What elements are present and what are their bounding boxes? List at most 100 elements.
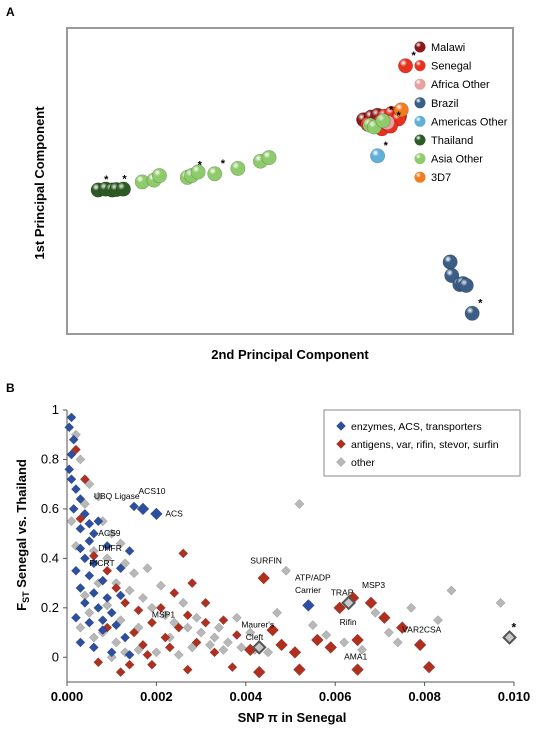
fst-point-other: [214, 622, 224, 633]
fst-point-enzymes: [70, 565, 81, 576]
fst-point-other: [182, 622, 193, 633]
pca-legend-marker: [414, 171, 426, 183]
fst-point-enzymes: [75, 494, 86, 504]
pca-point-brazil: [464, 305, 480, 321]
fst-point-antigens: [120, 597, 131, 608]
fst-point-enzymes: [97, 625, 108, 636]
fst-point-enzymes: [93, 602, 104, 613]
fst-point-other: [307, 620, 318, 631]
fst-point-antigens: [293, 663, 306, 676]
fst-point-antigens: [200, 597, 211, 608]
fst-point-other: [281, 565, 291, 576]
fst-annotation: Carrier: [295, 585, 321, 595]
pca-legend-label: Brazil: [431, 98, 459, 110]
fst-point-other: [79, 499, 90, 509]
fst-annotation: MSP1: [152, 610, 175, 620]
fst-point-other: [124, 585, 135, 596]
fst-point-enzymes: [106, 607, 117, 618]
fst-point-other: [191, 612, 202, 623]
fst-point-enzymes: [64, 422, 75, 433]
fst-point-enzymes: [70, 612, 81, 623]
fst-point-other: [88, 632, 99, 643]
fst-point-enzymes: [84, 518, 95, 529]
fst-annotation: ACS9: [98, 528, 120, 538]
fst-point-antigens: [146, 617, 157, 628]
fst-point-other: [138, 592, 148, 603]
fst-point-other: [66, 516, 77, 527]
fst-annotation: Rifin: [340, 617, 357, 627]
fst-y-axis-title-main: F: [14, 603, 29, 611]
fst-annotation: ATP/ADP: [295, 573, 331, 583]
fst-point-other: [111, 637, 122, 648]
fst-point-enzymes: [84, 536, 95, 547]
pca-legend-label: 3D7: [431, 172, 451, 184]
fst-point-other: [339, 637, 350, 648]
fst-point-other: [146, 602, 157, 613]
fst-point-antigens: [200, 617, 211, 628]
fst-point-antigens: [288, 645, 302, 659]
fst-point-other: [209, 632, 220, 643]
fst-point-enzymes: [75, 583, 86, 593]
fst-point-enzymes: [70, 484, 81, 495]
fst-point-antigens: [182, 664, 193, 675]
fst-point-enzymes: [102, 592, 113, 603]
pca-point-3d7: [393, 102, 409, 118]
pca-point-asia-other: [375, 113, 391, 129]
pca-points: * ** *** ***: [90, 50, 483, 321]
fst-point-antigens: [102, 565, 113, 576]
fst-point-other: [433, 615, 443, 626]
fst-point-antigens: [173, 622, 184, 633]
fst-point-antigens: [138, 639, 148, 650]
pca-legend-marker: [414, 41, 426, 53]
fst-point-antigens: [209, 647, 220, 658]
fst-point-antigens: [257, 571, 271, 585]
pca-legend-marker: [414, 97, 426, 109]
pca-point-asia-other: [230, 160, 246, 176]
pca-asterisk: *: [396, 110, 401, 122]
fst-point-enzymes: [129, 501, 140, 512]
fst-point-antigens: [182, 610, 193, 621]
fst-y-tick-label: 1: [52, 402, 59, 417]
fst-point-other: [357, 644, 367, 655]
fst-point-antigens: [75, 513, 86, 524]
fst-point-enzymes: [88, 558, 99, 569]
fst-point-other: [151, 647, 162, 658]
fst-annotation: PfCRT: [89, 558, 114, 568]
fst-point-enzymes: [150, 507, 163, 521]
pca-legend-marker: [414, 115, 426, 127]
pca-legend-label: Asia Other: [431, 154, 483, 166]
fst-legend-label: enzymes, ACS, transporters: [351, 421, 482, 433]
fst-point-enzymes: [88, 588, 99, 598]
fst-point-other: [102, 553, 113, 564]
fst-point-other: [446, 585, 457, 596]
pca-x-axis-title: 2nd Principal Component: [211, 347, 369, 362]
fst-point-other: [218, 644, 229, 655]
fst-point-antigens: [129, 627, 140, 638]
pca-point-asia-other: [207, 166, 223, 182]
panel-a-letter: A: [6, 5, 15, 19]
fst-annotation: UBQ Ligase: [94, 491, 140, 501]
fst-point-other: [120, 558, 131, 569]
fst-point-antigens: [102, 622, 113, 633]
fst-point-other: [93, 491, 104, 502]
pca-asterisk: *: [198, 160, 203, 172]
fst-point-enzymes: [111, 620, 122, 631]
pca-legend-label: Americas Other: [431, 116, 508, 128]
fst-points: *: [64, 412, 517, 679]
fst-point-enzymes: [68, 503, 79, 514]
fst-point-enzymes: [302, 598, 315, 612]
fst-point-antigens: [160, 632, 171, 643]
fst-point-antigens: [333, 601, 347, 615]
fst-point-other: [102, 600, 113, 611]
fst-legend-marker: [336, 421, 346, 431]
fst-point-other: [115, 538, 126, 549]
fst-point-enzymes: [106, 647, 117, 658]
fst-point-antigens: [413, 638, 427, 652]
fst-point-enzymes: [64, 464, 75, 475]
fst-point-other: [106, 652, 117, 663]
fst-point-antigens: [191, 637, 202, 648]
fst-point-enzymes: [79, 597, 90, 608]
pca-legend-label: Senegal: [431, 61, 471, 73]
fst-point-antigens: [351, 633, 364, 647]
